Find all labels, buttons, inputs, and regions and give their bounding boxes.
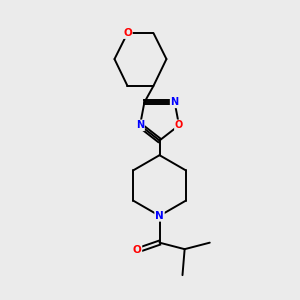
Text: N: N [136,120,144,130]
Text: N: N [155,211,164,221]
Text: O: O [175,120,183,130]
Text: N: N [171,98,179,107]
Text: O: O [133,245,141,256]
Text: O: O [123,28,132,38]
